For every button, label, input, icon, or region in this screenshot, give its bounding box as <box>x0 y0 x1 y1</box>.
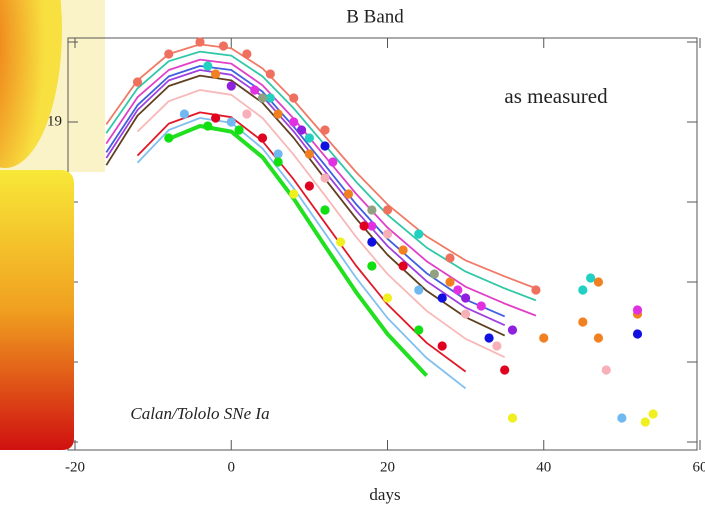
overlay-blob <box>0 0 62 168</box>
data-point <box>382 205 393 215</box>
data-point <box>320 125 330 135</box>
data-point <box>218 41 229 51</box>
data-point <box>273 149 283 159</box>
data-point <box>164 133 174 143</box>
data-point <box>437 341 447 351</box>
data-point <box>273 109 283 119</box>
data-point <box>593 277 604 287</box>
data-point <box>398 261 408 271</box>
data-point <box>367 261 377 271</box>
data-point <box>500 365 510 375</box>
data-point <box>531 285 541 295</box>
data-point <box>414 325 424 335</box>
annotation: as measured <box>504 84 608 108</box>
data-point <box>250 85 260 95</box>
data-point <box>445 253 455 263</box>
data-point <box>648 409 658 419</box>
data-point <box>234 125 244 135</box>
data-point <box>304 133 314 143</box>
data-point <box>445 277 455 287</box>
data-point <box>179 109 189 119</box>
data-point <box>632 329 643 339</box>
data-point <box>578 317 588 327</box>
data-point <box>203 61 213 71</box>
data-point <box>289 117 299 127</box>
data-point <box>367 221 377 231</box>
light-curve <box>105 50 537 302</box>
data-point <box>367 237 377 247</box>
data-point <box>601 365 611 375</box>
light-curve <box>105 58 537 317</box>
data-point <box>211 69 221 79</box>
data-point <box>398 245 408 255</box>
data-point <box>359 221 369 231</box>
data-point <box>461 293 471 303</box>
data-point <box>226 81 236 91</box>
data-point <box>304 149 314 159</box>
data-point <box>242 109 252 119</box>
data-point <box>320 141 330 151</box>
data-point <box>429 269 439 279</box>
data-point <box>289 93 299 103</box>
annotation: Calan/Tololo SNe Ia <box>130 404 269 423</box>
x-tick-label: -20 <box>65 459 85 475</box>
light-curve <box>136 117 467 390</box>
data-point <box>461 309 471 319</box>
data-point <box>507 325 518 335</box>
data-point <box>414 285 424 295</box>
data-point <box>132 77 143 87</box>
data-point <box>484 333 494 343</box>
light-curve <box>105 74 506 337</box>
light-curve <box>136 89 506 359</box>
chart-title: B Band <box>346 6 404 27</box>
data-point <box>617 413 627 423</box>
data-point <box>632 305 643 315</box>
data-point <box>336 237 346 247</box>
data-point <box>304 181 314 191</box>
data-point <box>367 205 377 215</box>
data-point <box>211 113 221 123</box>
data-point <box>226 117 236 127</box>
data-point <box>382 293 393 303</box>
data-point <box>437 293 447 303</box>
data-point <box>476 301 486 311</box>
light-curve <box>136 111 467 373</box>
x-tick-label: 60 <box>693 459 705 475</box>
light-curve <box>168 124 429 377</box>
data-point <box>453 285 463 295</box>
light-curve <box>105 43 537 290</box>
light-curve <box>105 65 506 318</box>
data-point <box>593 333 604 343</box>
data-point <box>257 133 268 143</box>
overlay-box <box>0 170 74 450</box>
data-point <box>289 189 299 199</box>
light-curve <box>105 69 506 327</box>
x-tick-label: 20 <box>380 459 395 475</box>
data-point <box>640 417 650 427</box>
data-point <box>203 121 213 131</box>
data-point <box>296 125 307 135</box>
data-point <box>320 173 330 183</box>
x-tick-label: 0 <box>228 459 236 475</box>
data-point <box>539 333 549 343</box>
data-point <box>507 413 518 423</box>
data-point <box>578 285 588 295</box>
data-point <box>382 229 393 239</box>
data-point <box>164 49 174 59</box>
data-point <box>265 93 275 103</box>
data-point <box>343 189 354 199</box>
data-point <box>328 157 338 167</box>
data-point <box>257 93 268 103</box>
data-point <box>414 229 424 239</box>
data-point <box>273 157 283 167</box>
data-point <box>320 205 330 215</box>
x-axis-label: days <box>369 485 400 504</box>
data-point <box>242 49 252 59</box>
x-tick-label: 40 <box>536 459 551 475</box>
data-point <box>265 69 275 79</box>
data-point <box>492 341 502 351</box>
data-point <box>195 37 205 47</box>
data-point <box>586 273 596 283</box>
